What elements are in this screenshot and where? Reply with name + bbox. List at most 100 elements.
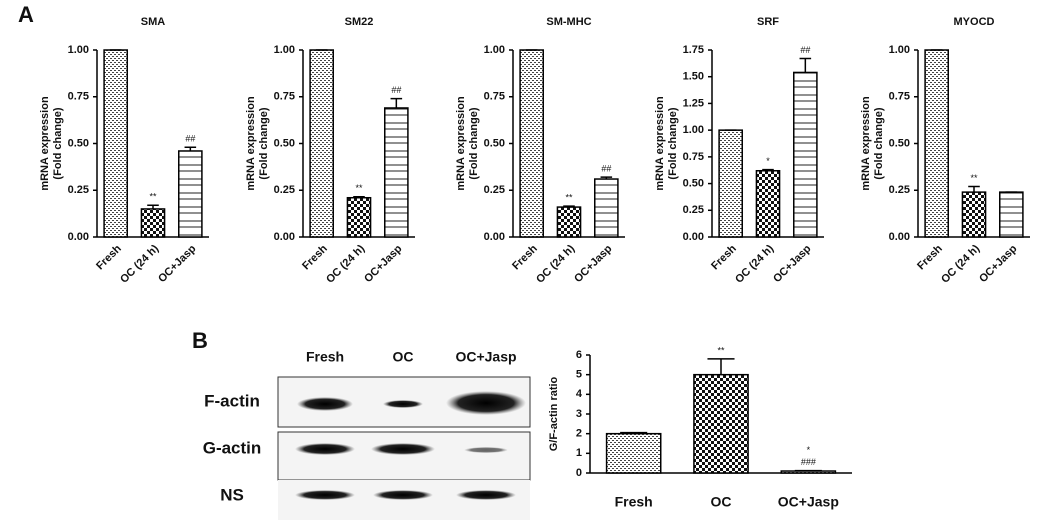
chart-title: MYOCD — [954, 16, 995, 28]
y-axis-label: mRNA expression — [860, 96, 872, 191]
blot-band — [373, 490, 433, 500]
bar — [519, 49, 544, 238]
y-tick-label: 0.00 — [889, 231, 910, 243]
y-tick-label: 3 — [576, 408, 582, 420]
blot-band — [297, 397, 353, 411]
y-tick-label: 1.50 — [683, 71, 704, 83]
y-tick-label: 0.50 — [683, 177, 704, 189]
significance-marker: ** — [565, 193, 573, 203]
error-bar — [707, 358, 735, 375]
bar — [103, 49, 128, 238]
bar — [594, 178, 619, 238]
y-tick-label: 0.00 — [274, 231, 295, 243]
y-tick-label: 0.75 — [683, 151, 704, 163]
y-tick-label: 0.75 — [68, 91, 89, 103]
blot-frame — [277, 431, 531, 481]
bar — [793, 71, 818, 238]
significance-marker: ## — [391, 85, 401, 95]
significance-marker: * — [766, 156, 770, 166]
bar — [556, 206, 582, 238]
y-tick-label: 4 — [576, 388, 583, 400]
x-tick-label: OC+Jasp — [778, 494, 839, 510]
row-label: F-actin — [204, 391, 260, 410]
y-tick-label: 1.25 — [683, 97, 704, 109]
x-tick-label: OC — [711, 494, 732, 510]
y-axis-label: mRNA expression — [654, 96, 666, 191]
y-tick-label: 1.00 — [683, 124, 704, 136]
y-tick-label: 0.00 — [683, 231, 704, 243]
bar — [605, 432, 662, 474]
significance-marker: ** — [355, 183, 363, 193]
blot-band — [295, 490, 355, 500]
y-tick-label: 1.75 — [683, 44, 704, 56]
error-bar — [147, 204, 159, 209]
blot-band — [371, 443, 435, 455]
row-label: G-actin — [203, 438, 262, 457]
x-tick-label: Fresh — [300, 243, 330, 273]
bar — [924, 49, 949, 238]
lane-label: OC — [393, 349, 414, 365]
x-tick-label: OC (24 h) — [733, 242, 776, 285]
error-bar — [563, 205, 575, 208]
x-tick-label: OC (24 h) — [118, 242, 161, 285]
blot-band — [446, 391, 526, 415]
western-blot: Fresh OC OC+Jasp F-actin G-actin NS — [203, 349, 531, 520]
x-tick-label: OC+Jasp — [977, 242, 1020, 285]
error-bar — [799, 57, 812, 73]
y-tick-label: 0.75 — [889, 91, 910, 103]
y-tick-label: 6 — [576, 349, 582, 361]
y-axis-label: (Fold change) — [468, 107, 480, 179]
y-axis-label: (Fold change) — [258, 107, 270, 179]
panel-label: B — [192, 328, 208, 353]
y-tick-label: 0.50 — [274, 137, 295, 149]
error-bar — [762, 168, 774, 171]
blot-band — [295, 443, 355, 455]
bar — [999, 191, 1024, 238]
y-tick-label: 2 — [576, 428, 582, 440]
x-tick-label: Fresh — [915, 243, 945, 273]
bar — [309, 49, 334, 238]
bar — [384, 107, 409, 238]
y-tick-label: 1.00 — [68, 44, 89, 56]
lane-label: Fresh — [306, 349, 344, 365]
x-tick-label: Fresh — [510, 243, 540, 273]
significance-marker: ## — [601, 164, 611, 174]
y-axis-label: (Fold change) — [873, 107, 885, 179]
y-axis-label: mRNA expression — [245, 96, 257, 191]
error-bar — [968, 185, 980, 193]
y-axis-label: (Fold change) — [52, 107, 64, 179]
x-tick-label: OC+Jasp — [362, 242, 405, 285]
chart-title: SM-MHC — [546, 16, 591, 28]
error-bar — [390, 97, 403, 108]
error-bar — [184, 146, 197, 151]
y-tick-label: 0.25 — [889, 184, 910, 196]
y-tick-label: 1.00 — [889, 44, 910, 56]
y-tick-label: 0.50 — [889, 137, 910, 149]
y-tick-label: 1.00 — [484, 44, 505, 56]
significance-marker: ** — [717, 345, 725, 355]
x-tick-label: Fresh — [709, 243, 739, 273]
bar — [961, 191, 987, 238]
bar — [178, 150, 203, 238]
significance-marker: ** — [149, 192, 157, 202]
chart-title: SM22 — [345, 16, 374, 28]
x-tick-label: Fresh — [615, 494, 653, 510]
significance-marker: * — [807, 445, 811, 455]
x-tick-label: Fresh — [94, 243, 124, 273]
y-tick-label: 0.00 — [68, 231, 89, 243]
x-tick-label: OC (24 h) — [324, 242, 367, 285]
row-label: NS — [220, 485, 244, 504]
y-tick-label: 1 — [576, 447, 582, 459]
error-bar — [620, 431, 648, 434]
y-axis-label: G/F-actin ratio — [548, 376, 560, 451]
x-tick-label: OC+Jasp — [572, 242, 615, 285]
chart-title: SRF — [757, 16, 779, 28]
blot-frame — [278, 480, 530, 520]
x-tick-label: OC+Jasp — [156, 242, 199, 285]
y-tick-label: 0.50 — [484, 137, 505, 149]
y-tick-label: 0 — [576, 467, 582, 479]
y-tick-label: 0.25 — [68, 184, 89, 196]
y-tick-label: 0.75 — [274, 91, 295, 103]
x-tick-label: OC+Jasp — [771, 242, 814, 285]
